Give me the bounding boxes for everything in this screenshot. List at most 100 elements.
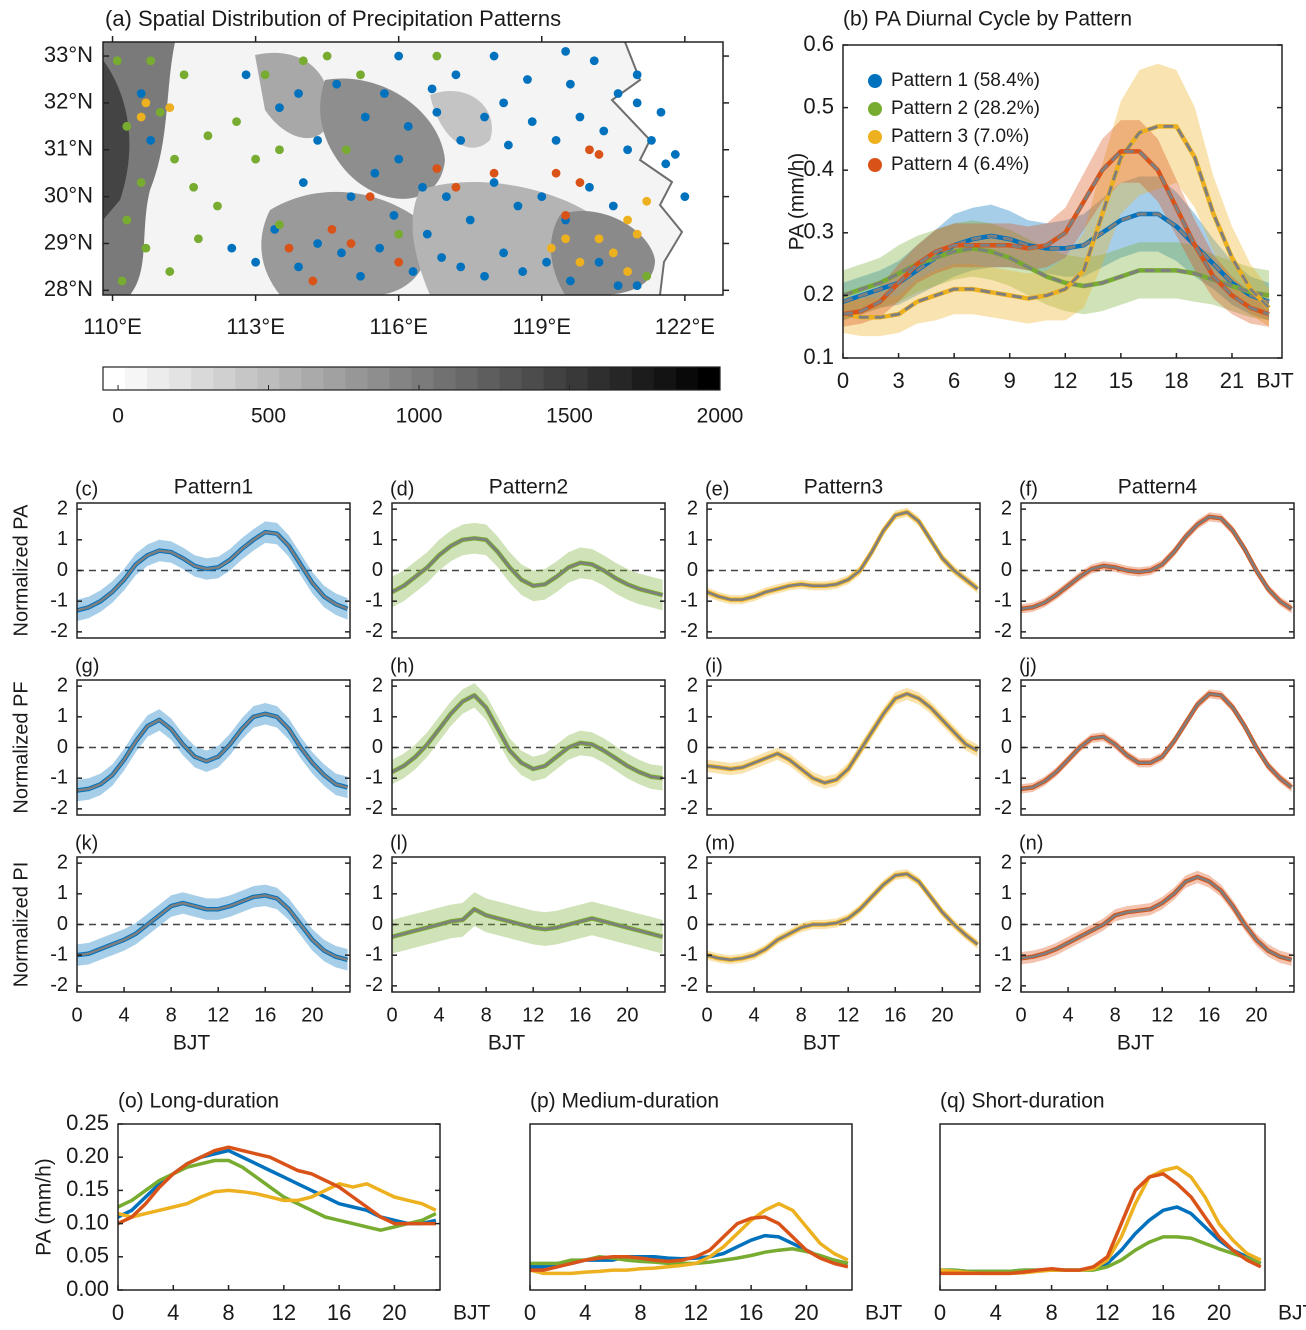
legend-marker bbox=[868, 130, 882, 144]
colorbar-step bbox=[610, 367, 633, 390]
station-dot bbox=[299, 56, 308, 65]
station-dot bbox=[275, 145, 284, 154]
x-tick-label: 8 bbox=[1110, 1004, 1121, 1026]
colorbar-step bbox=[103, 367, 126, 390]
station-dot bbox=[380, 89, 389, 98]
colorbar-step bbox=[169, 367, 192, 390]
station-dot bbox=[251, 258, 260, 267]
station-dot bbox=[585, 183, 594, 192]
colorbar-tick-label: 500 bbox=[251, 405, 286, 428]
station-dot bbox=[122, 216, 131, 225]
legend-label: Pattern 3 (7.0%) bbox=[891, 126, 1029, 147]
legend-label: Pattern 4 (6.4%) bbox=[891, 154, 1029, 175]
station-dot bbox=[347, 192, 356, 201]
colorbar-step bbox=[632, 367, 655, 390]
station-dot bbox=[170, 155, 179, 164]
station-dot bbox=[165, 103, 174, 112]
y-tick-label: -1 bbox=[994, 943, 1012, 965]
y-tick-label: -2 bbox=[365, 620, 383, 642]
station-dot bbox=[394, 230, 403, 239]
x-tick-label: 122°E bbox=[655, 314, 715, 339]
station-dot bbox=[142, 99, 151, 108]
colorbar-step bbox=[478, 367, 501, 390]
panel-label: (k) bbox=[75, 832, 98, 854]
x-tick-label: 16 bbox=[254, 1004, 276, 1026]
y-tick-label: 2 bbox=[57, 674, 68, 696]
x-axis-label: BJT bbox=[453, 1302, 491, 1325]
legend-marker bbox=[868, 74, 882, 88]
station-dot bbox=[165, 267, 174, 276]
colorbar-step bbox=[147, 367, 170, 390]
station-dot bbox=[213, 202, 222, 211]
x-tick-label: 3 bbox=[892, 368, 904, 393]
y-tick-label: 0.6 bbox=[803, 31, 834, 56]
legend-marker bbox=[868, 158, 882, 172]
station-dot bbox=[633, 70, 642, 79]
column-title: Pattern2 bbox=[489, 476, 568, 499]
colorbar-tick-label: 1500 bbox=[546, 405, 593, 428]
x-tick-label: 8 bbox=[222, 1300, 234, 1325]
y-tick-label: 0.15 bbox=[66, 1176, 109, 1201]
x-tick-label: 4 bbox=[434, 1004, 445, 1026]
y-tick-label: 1 bbox=[1001, 882, 1012, 904]
station-dot bbox=[137, 178, 146, 187]
station-dot bbox=[609, 248, 618, 257]
y-tick-label: 0 bbox=[372, 913, 383, 935]
y-tick-label: 2 bbox=[687, 497, 698, 519]
station-dot bbox=[595, 234, 604, 243]
x-tick-label: 20 bbox=[616, 1004, 638, 1026]
station-dot bbox=[442, 192, 451, 201]
station-dot bbox=[432, 52, 441, 61]
panel-label: (i) bbox=[705, 655, 723, 677]
station-dot bbox=[313, 239, 322, 248]
x-tick-label: 4 bbox=[167, 1300, 179, 1325]
station-dot bbox=[347, 239, 356, 248]
station-dot bbox=[356, 70, 365, 79]
y-tick-label: 0 bbox=[57, 913, 68, 935]
x-tick-label: 110°E bbox=[83, 314, 142, 339]
station-dot bbox=[547, 244, 556, 253]
x-tick-label: 16 bbox=[327, 1300, 351, 1325]
y-tick-label: 28°N bbox=[44, 276, 93, 301]
station-dot bbox=[156, 108, 165, 117]
station-dot bbox=[523, 75, 532, 84]
station-dot bbox=[308, 277, 317, 286]
y-tick-label: -1 bbox=[365, 589, 383, 611]
y-tick-label: 0 bbox=[372, 559, 383, 581]
x-tick-label: 4 bbox=[749, 1004, 760, 1026]
x-tick-label: 16 bbox=[569, 1004, 591, 1026]
station-dot bbox=[437, 253, 446, 262]
x-tick-label: 20 bbox=[301, 1004, 323, 1026]
panel-label: (h) bbox=[390, 655, 414, 677]
y-tick-label: 1 bbox=[1001, 705, 1012, 727]
station-dot bbox=[366, 192, 375, 201]
legend-label: Pattern 2 (28.2%) bbox=[891, 98, 1040, 119]
station-dot bbox=[122, 122, 131, 131]
x-tick-label: 119°E bbox=[512, 314, 571, 339]
x-tick-label: 0 bbox=[934, 1300, 946, 1325]
station-dot bbox=[542, 258, 551, 267]
y-tick-label: 0 bbox=[1001, 736, 1012, 758]
station-dot bbox=[599, 127, 608, 136]
panel-label: (m) bbox=[705, 832, 735, 854]
x-axis-label: BJT bbox=[1117, 1032, 1155, 1055]
column-title: Pattern3 bbox=[804, 476, 883, 499]
y-axis-label: Normalized PA bbox=[10, 504, 32, 637]
y-axis-label: Normalized PI bbox=[10, 862, 32, 988]
y-tick-label: -1 bbox=[50, 766, 68, 788]
y-axis-label: Normalized PF bbox=[10, 681, 32, 813]
station-dot bbox=[647, 136, 656, 145]
y-tick-label: 1 bbox=[687, 528, 698, 550]
panel-label: (n) bbox=[1019, 832, 1043, 854]
panel-label: (g) bbox=[75, 655, 99, 677]
y-tick-label: 2 bbox=[372, 674, 383, 696]
station-dot bbox=[261, 70, 270, 79]
y-tick-label: 0.05 bbox=[66, 1243, 109, 1268]
panel-label: (c) bbox=[75, 478, 98, 500]
station-dot bbox=[480, 113, 489, 122]
colorbar-step bbox=[412, 367, 435, 390]
x-tick-label: 8 bbox=[796, 1004, 807, 1026]
station-dot bbox=[657, 108, 666, 117]
y-tick-label: 0.1 bbox=[803, 344, 834, 369]
chart-title: (q) Short-duration bbox=[940, 1090, 1105, 1113]
